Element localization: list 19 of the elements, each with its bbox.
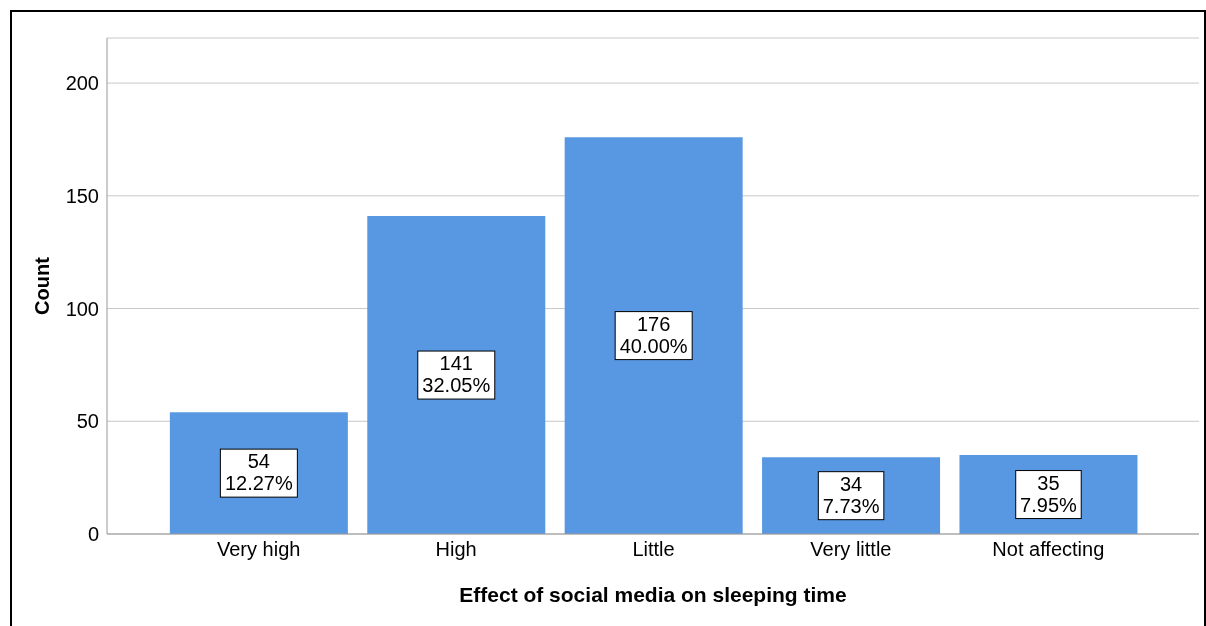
x-tick-label: Little: [632, 538, 675, 561]
y-tick-label: 50: [76, 410, 99, 433]
data-label: 54 12.27%: [224, 450, 293, 495]
x-tick-label: Not affecting: [992, 538, 1105, 561]
data-label: 35 7.95%: [1020, 471, 1078, 516]
y-tick-label: 200: [65, 72, 99, 95]
data-label: 34 7.73%: [822, 472, 880, 517]
x-tick-label: Very little: [810, 538, 892, 561]
y-axis-title: Count: [31, 256, 54, 315]
bar: [564, 137, 743, 534]
y-tick-label: 150: [65, 184, 99, 207]
data-label: 141 32.05%: [422, 352, 491, 397]
y-tick-label: 100: [65, 297, 99, 320]
y-tick-label: 0: [87, 523, 99, 546]
x-tick-label: Very high: [217, 538, 301, 561]
x-axis-title: Effect of social media on sleeping time: [459, 583, 847, 606]
bar: [367, 216, 546, 534]
data-label: 176 40.00%: [619, 312, 688, 357]
x-tick-label: High: [435, 538, 477, 561]
